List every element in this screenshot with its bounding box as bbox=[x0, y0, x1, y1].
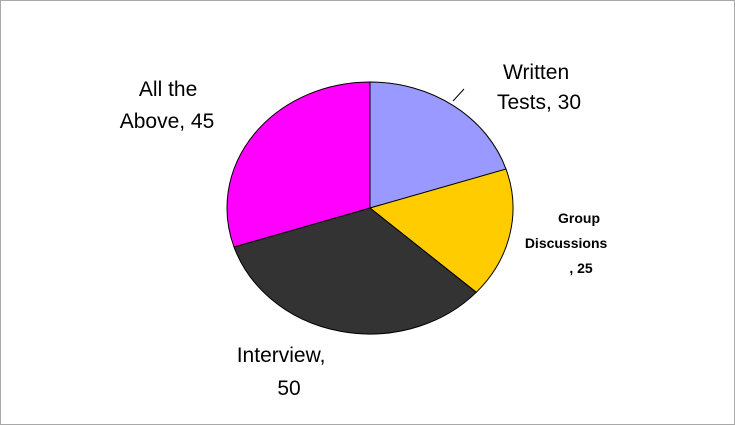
pie-slice-all-the-above bbox=[226, 81, 371, 248]
label-interview-line-1: Interview, bbox=[237, 344, 326, 367]
pie-slice-interview bbox=[233, 207, 478, 335]
label-all-the-above-line-2: Above, 45 bbox=[120, 110, 215, 133]
label-written-tests-line-2: Tests, 30 bbox=[497, 91, 581, 114]
label-group-discussions-line-1: Group bbox=[558, 210, 600, 226]
pie-slice-written-tests bbox=[369, 81, 507, 209]
label-all-the-above-line-1: All the bbox=[139, 78, 197, 101]
label-interview: Interview, 50 bbox=[237, 344, 332, 400]
pie-slice-group-discussions bbox=[368, 168, 514, 293]
label-group-discussions-line-2: Discussions bbox=[525, 235, 608, 251]
label-group-discussions: Group Discussions , 25 bbox=[525, 210, 611, 276]
label-written-tests-line-1: Written bbox=[503, 61, 569, 84]
leader-line-written-tests bbox=[452, 88, 465, 102]
label-written-tests: Written Tests, 30 bbox=[497, 61, 581, 114]
label-group-discussions-line-3: , 25 bbox=[569, 260, 593, 276]
label-interview-line-2: 50 bbox=[277, 377, 300, 400]
label-all-the-above: All the Above, 45 bbox=[120, 78, 215, 133]
pie-labels: Written Tests, 30 Group Discussions , 25… bbox=[120, 61, 611, 400]
pie-slices bbox=[226, 81, 514, 335]
